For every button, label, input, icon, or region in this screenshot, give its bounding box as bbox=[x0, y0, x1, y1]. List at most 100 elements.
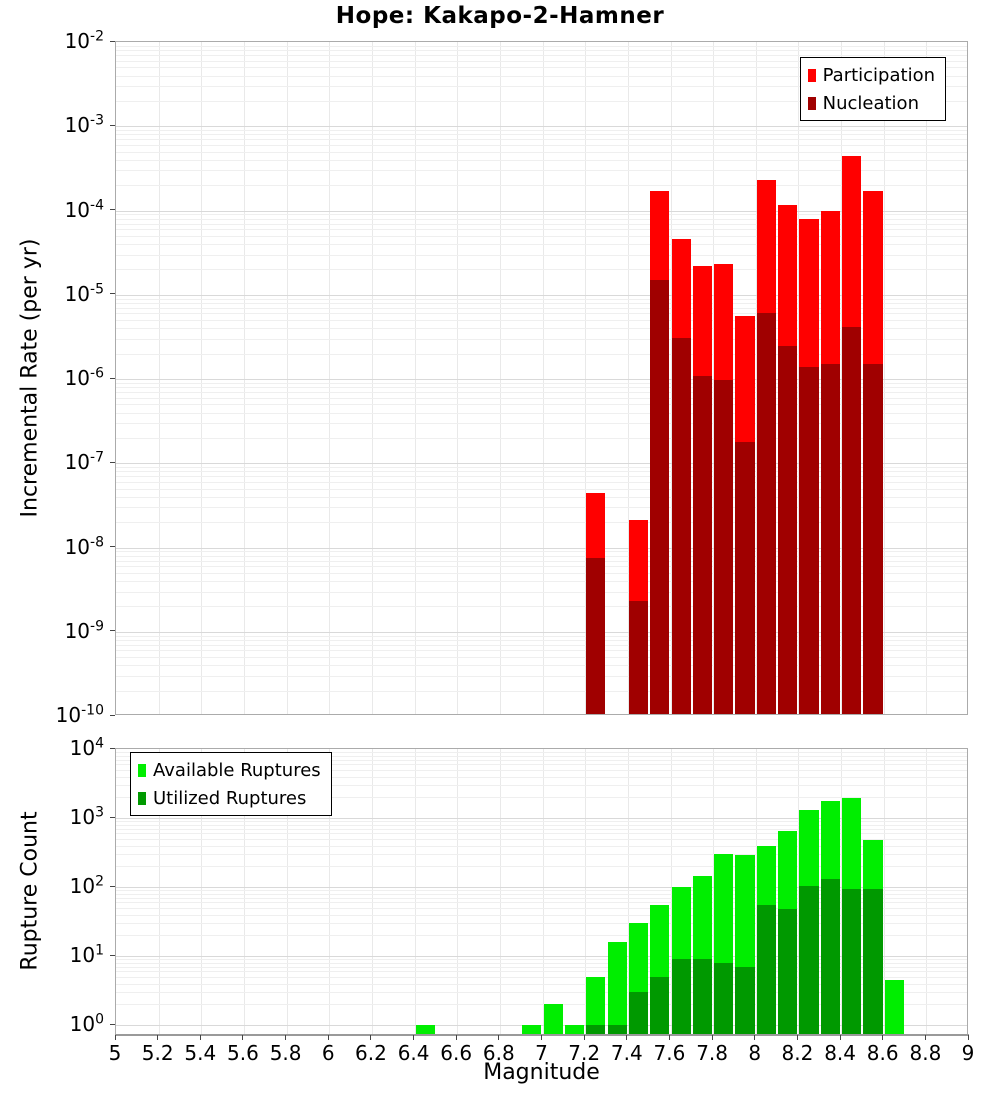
gridline bbox=[585, 42, 587, 714]
bar-available-ruptures bbox=[522, 1025, 542, 1034]
x-tick-label: 7.8 bbox=[696, 1041, 728, 1065]
gridline bbox=[329, 749, 331, 1034]
gridline bbox=[116, 591, 967, 593]
gridline bbox=[627, 749, 629, 1034]
gridline bbox=[116, 897, 967, 899]
gridline bbox=[286, 42, 288, 714]
x-tick-label: 6 bbox=[321, 1041, 335, 1065]
gridline bbox=[116, 392, 967, 394]
gridline bbox=[116, 412, 967, 414]
x-tick-label: 6.4 bbox=[397, 1041, 430, 1065]
y-tick bbox=[110, 546, 115, 547]
gridline bbox=[116, 606, 967, 608]
x-tick-label: 9 bbox=[961, 1041, 975, 1065]
gridline bbox=[116, 907, 967, 909]
gridline bbox=[244, 749, 245, 1034]
bar-available-ruptures bbox=[415, 1025, 435, 1034]
gridline bbox=[670, 42, 672, 714]
gridline bbox=[670, 749, 672, 1034]
gridline bbox=[116, 690, 967, 692]
gridline bbox=[585, 749, 587, 1034]
y-tick-label: 100 bbox=[69, 1011, 104, 1036]
gridline bbox=[158, 749, 160, 1034]
gridline bbox=[755, 42, 757, 714]
x-tick-label: 6.2 bbox=[354, 1041, 387, 1065]
legend-item-available-ruptures: Available Ruptures bbox=[138, 756, 321, 784]
gridline bbox=[116, 581, 967, 582]
bar-utilized-ruptures bbox=[650, 976, 670, 1034]
y-tick-label: 102 bbox=[69, 873, 104, 898]
gridline bbox=[116, 785, 967, 787]
y-tick-label: 10-9 bbox=[64, 618, 104, 643]
bar-available-ruptures bbox=[884, 979, 904, 1034]
x-tick-label: 8.2 bbox=[781, 1041, 814, 1065]
gridline bbox=[116, 130, 967, 132]
x-tick-label: 5.4 bbox=[184, 1041, 217, 1065]
gridline bbox=[116, 467, 967, 469]
gridline bbox=[883, 749, 885, 1034]
y-tick-label: 10-4 bbox=[64, 196, 104, 222]
bar-utilized-ruptures bbox=[799, 885, 819, 1034]
gridline bbox=[116, 914, 967, 916]
y-tick-label: 103 bbox=[69, 804, 104, 829]
gridline bbox=[371, 42, 373, 714]
x-tick bbox=[626, 1035, 628, 1040]
gridline bbox=[116, 488, 967, 490]
gridline bbox=[116, 139, 967, 141]
x-tick-label: 6.8 bbox=[482, 1041, 515, 1065]
gridline bbox=[116, 481, 967, 483]
gridline bbox=[116, 86, 967, 88]
rate-plot-area bbox=[115, 41, 968, 715]
gridline bbox=[116, 838, 967, 840]
gridline bbox=[414, 749, 416, 1034]
gridline bbox=[883, 42, 885, 714]
bar-available-ruptures bbox=[564, 1025, 585, 1034]
bar-utilized-ruptures bbox=[735, 966, 755, 1034]
legend-label: Utilized Ruptures bbox=[153, 787, 307, 809]
y-tick bbox=[110, 816, 115, 818]
gridline bbox=[116, 759, 967, 761]
gridline bbox=[116, 962, 967, 964]
y-tick bbox=[110, 885, 115, 887]
x-tick bbox=[668, 1035, 670, 1040]
gridline bbox=[755, 749, 757, 1034]
gridline bbox=[116, 353, 967, 355]
gridline bbox=[116, 437, 967, 439]
y-tick bbox=[110, 747, 115, 749]
gridline bbox=[116, 471, 967, 473]
x-tick bbox=[285, 1035, 287, 1040]
y-tick bbox=[110, 1023, 115, 1025]
gridline bbox=[116, 55, 967, 57]
gridline bbox=[116, 423, 967, 425]
legend-label: Nucleation bbox=[822, 92, 919, 114]
x-tick bbox=[967, 1035, 969, 1040]
gridline bbox=[116, 1025, 967, 1026]
gridline bbox=[116, 983, 967, 985]
x-tick bbox=[924, 1035, 926, 1040]
gridline bbox=[798, 42, 800, 714]
participation-swatch-icon bbox=[807, 68, 816, 82]
x-tick-label: 7.4 bbox=[610, 1041, 643, 1065]
gridline bbox=[116, 893, 967, 895]
gridline bbox=[116, 572, 967, 574]
x-tick bbox=[498, 1035, 500, 1040]
bar-utilized-ruptures bbox=[607, 1025, 627, 1034]
bar-utilized-ruptures bbox=[863, 888, 883, 1034]
gridline bbox=[371, 749, 373, 1034]
x-tick bbox=[711, 1035, 713, 1040]
gridline bbox=[926, 749, 928, 1034]
gridline bbox=[116, 338, 967, 340]
gridline bbox=[116, 833, 967, 835]
x-tick-label: 5.6 bbox=[226, 1041, 259, 1065]
gridline bbox=[457, 749, 459, 1034]
gridline bbox=[116, 824, 967, 826]
gridline bbox=[116, 675, 967, 677]
bar-nucleation bbox=[756, 312, 777, 714]
gridline bbox=[116, 229, 967, 231]
rate-legend: Participation Nucleation bbox=[799, 57, 946, 121]
gridline bbox=[116, 797, 967, 799]
bar-utilized-ruptures bbox=[778, 909, 798, 1034]
gridline bbox=[116, 635, 967, 637]
x-tick-label: 8.8 bbox=[909, 1041, 942, 1065]
gridline bbox=[116, 214, 967, 216]
